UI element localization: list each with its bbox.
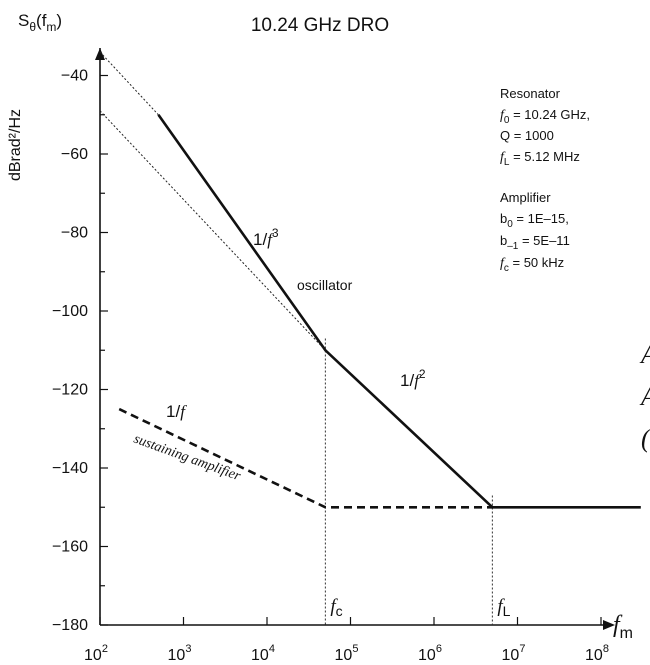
legend-f0: f0 = 10.24 GHz, — [500, 107, 590, 126]
legend-bm1: b–1 = 5E–11 — [500, 233, 570, 252]
legend-amplifier-title: Amplifier — [500, 190, 551, 205]
x-tick-label: 106 — [418, 643, 442, 664]
y-tick-label: −160 — [52, 539, 88, 556]
y-axis-arrow — [95, 48, 105, 60]
y-symbol: Sθ(fm) — [18, 11, 62, 34]
axes — [95, 48, 615, 630]
edge-mark-1: A — [641, 340, 650, 370]
y-tick-label: −80 — [61, 225, 88, 242]
legend-fl: fL = 5.12 MHz — [500, 149, 580, 168]
x-tick-label: 103 — [168, 643, 192, 664]
label-oscillator: oscillator — [297, 277, 353, 293]
y-symbol-close: ) — [56, 11, 62, 30]
marker-guides: fc fL — [324, 338, 511, 625]
chart-title: 10.24 GHz DRO — [251, 15, 389, 36]
series-line-dotted — [99, 51, 159, 116]
y-symbol-sub: θ — [29, 20, 36, 34]
marker-label: fL — [497, 596, 510, 619]
legend-fc: fc = 50 kHz — [500, 255, 564, 274]
y-tick-label: −180 — [52, 617, 88, 634]
x-symbol-main: f — [613, 612, 623, 638]
y-symbol-arg-sub: m — [46, 20, 56, 34]
legend-resonator-title: Resonator — [500, 86, 561, 101]
y-tick-label: −40 — [61, 68, 88, 85]
series-line-solid — [157, 114, 641, 509]
x-tick-label: 102 — [84, 643, 108, 664]
edge-mark-2: A — [641, 382, 650, 412]
x-axis-arrow — [603, 620, 615, 630]
ticks: −40 −60 −80 −100 −120 −140 −160 −180 102 103 104 10… — [52, 68, 609, 665]
label-1-over-f: 1/f — [166, 402, 187, 421]
x-tick-label: 108 — [585, 643, 609, 664]
legend-b0: b0 = 1E–15, — [500, 211, 569, 230]
label-1-over-f3: 1/f3 — [253, 226, 279, 249]
y-axis-label: dBrad²/Hz — [7, 109, 24, 181]
x-tick-label: 105 — [335, 643, 359, 664]
series-lines — [99, 51, 641, 509]
series-line-dashed — [118, 407, 493, 509]
legend-q: Q = 1000 — [500, 128, 554, 143]
label-1-over-f2: 1/f2 — [400, 367, 426, 390]
legend: Resonator f0 = 10.24 GHz, Q = 1000 fL = … — [500, 86, 590, 274]
x-symbol: fm — [613, 612, 633, 642]
y-tick-label: −60 — [61, 146, 88, 163]
x-tick-label: 104 — [251, 643, 275, 664]
x-symbol-sub: m — [620, 625, 633, 642]
marker-label: fc — [330, 596, 342, 619]
series-line-dotted — [99, 110, 326, 351]
label-sustaining-amplifier: sustaining amplifier — [132, 432, 243, 485]
x-tick-label: 107 — [502, 643, 526, 664]
y-tick-label: −100 — [52, 303, 88, 320]
y-symbol-main: S — [18, 11, 29, 30]
y-symbol-arg: (f — [36, 11, 47, 30]
edge-mark-3: ( — [641, 424, 650, 453]
y-tick-label: −120 — [52, 382, 88, 399]
y-tick-label: −140 — [52, 460, 88, 477]
